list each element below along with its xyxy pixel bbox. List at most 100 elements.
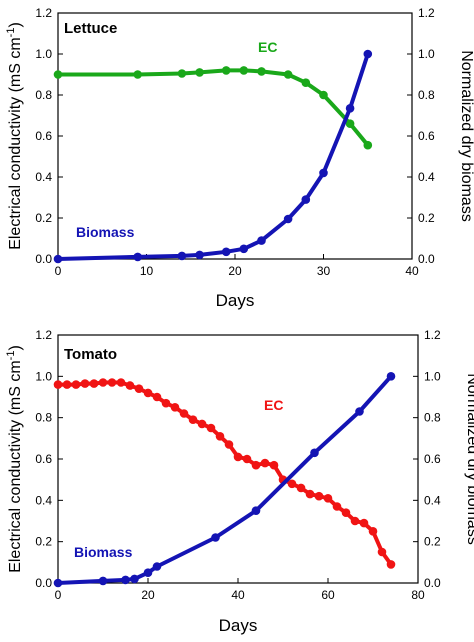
series-line	[58, 68, 370, 147]
y-axis-label-text: Electrical conductivity (mS cm	[7, 360, 24, 573]
data-point	[242, 454, 252, 464]
y2-tick-label: 1.2	[424, 328, 441, 342]
y2-tick-label: 0.2	[418, 211, 435, 225]
x-tick-label: 40	[231, 588, 245, 602]
data-point	[177, 251, 187, 261]
y2-tick-label: 0.0	[418, 252, 435, 266]
data-point	[107, 378, 117, 387]
data-point	[319, 90, 328, 100]
data-point	[296, 483, 306, 493]
data-point	[71, 380, 81, 389]
data-point	[269, 460, 279, 470]
y-tick-label: 0.2	[35, 535, 52, 549]
x-tick-label: 20	[228, 264, 242, 278]
y-axis-label-end: )	[7, 345, 24, 350]
y-tick-label: 0.8	[35, 411, 52, 425]
data-point	[121, 575, 130, 585]
y-tick-label: 1.0	[35, 369, 52, 383]
data-point	[53, 70, 63, 79]
y-tick-label: 0.4	[35, 493, 52, 507]
data-point	[125, 381, 135, 390]
y-tick-label: 1.2	[35, 328, 52, 342]
y-tick-label: 0.4	[35, 170, 52, 184]
data-point	[319, 168, 328, 178]
y-tick-label: 0.6	[35, 129, 52, 143]
y-tick-label: 0.0	[35, 252, 52, 266]
x-axis-label: Days	[216, 291, 255, 310]
data-point	[134, 384, 144, 394]
data-point	[80, 379, 90, 388]
x-axis-label: Days	[219, 616, 258, 635]
data-point	[287, 479, 297, 489]
y-tick-label: 0.0	[35, 576, 52, 590]
data-point	[368, 527, 378, 536]
data-point	[152, 562, 162, 571]
series-label: EC	[264, 397, 283, 413]
data-point	[257, 67, 266, 76]
y-tick-label: 0.2	[35, 211, 52, 225]
series-ec	[53, 378, 396, 569]
data-point	[195, 250, 204, 260]
y2-tick-label: 0.4	[418, 170, 435, 184]
series-biomass	[53, 372, 396, 588]
data-point	[260, 458, 270, 468]
y2-tick-label: 1.0	[418, 47, 435, 61]
data-point	[177, 69, 187, 78]
data-point	[206, 423, 216, 433]
data-point	[301, 78, 311, 87]
x-tick-label: 80	[411, 588, 425, 602]
data-point	[89, 379, 99, 388]
y-tick-label: 1.0	[35, 47, 52, 61]
data-point	[211, 533, 220, 542]
x-tick-label: 0	[55, 588, 62, 602]
x-tick-label: 10	[140, 264, 154, 278]
data-point	[251, 460, 261, 470]
x-tick-label: 40	[405, 264, 419, 278]
y2-tick-label: 0.0	[424, 576, 441, 590]
data-point	[195, 68, 204, 77]
data-point	[283, 70, 293, 79]
data-point	[98, 378, 108, 387]
data-point	[233, 452, 243, 462]
data-point	[305, 489, 315, 499]
data-point	[239, 66, 249, 75]
data-point	[98, 576, 108, 586]
series-label: Biomass	[76, 224, 135, 240]
y-axis-label: Electrical conductivity (mS cm-1)	[5, 22, 24, 250]
y-tick-label: 1.2	[35, 6, 52, 20]
data-point	[188, 415, 198, 425]
series-label: EC	[258, 39, 277, 55]
data-point	[363, 49, 373, 59]
series-line	[57, 53, 370, 261]
data-point	[53, 380, 63, 389]
y2-tick-label: 0.4	[424, 493, 441, 507]
data-point	[197, 419, 207, 429]
data-point	[53, 578, 63, 588]
data-point	[257, 236, 266, 245]
y2-tick-label: 0.6	[424, 452, 441, 466]
data-point	[221, 66, 231, 75]
data-point	[251, 506, 261, 515]
data-point	[179, 409, 189, 418]
y-axis-label: Electrical conductivity (mS cm-1)	[5, 345, 24, 573]
data-point	[62, 380, 72, 389]
panel-title: Lettuce	[64, 20, 117, 37]
panel-title: Tomato	[64, 346, 117, 363]
data-point	[215, 432, 225, 441]
data-point	[224, 440, 234, 449]
data-point	[133, 252, 142, 262]
data-point	[363, 140, 373, 150]
series-biomass	[53, 49, 373, 264]
data-point	[345, 104, 355, 113]
y-tick-label: 0.8	[35, 88, 52, 102]
data-point	[152, 392, 162, 402]
y-axis-label-superscript: -1	[5, 28, 17, 38]
data-point	[359, 518, 369, 528]
data-point	[130, 574, 139, 584]
data-point	[53, 254, 63, 264]
y2-tick-label: 0.8	[424, 411, 441, 425]
y2-tick-label: 0.6	[418, 129, 435, 143]
y-axis-label-superscript: -1	[5, 351, 17, 361]
tomato-panel: 0 20 40 60 800.00.20.40.60.81.01.20.00.20.40…	[5, 328, 474, 635]
